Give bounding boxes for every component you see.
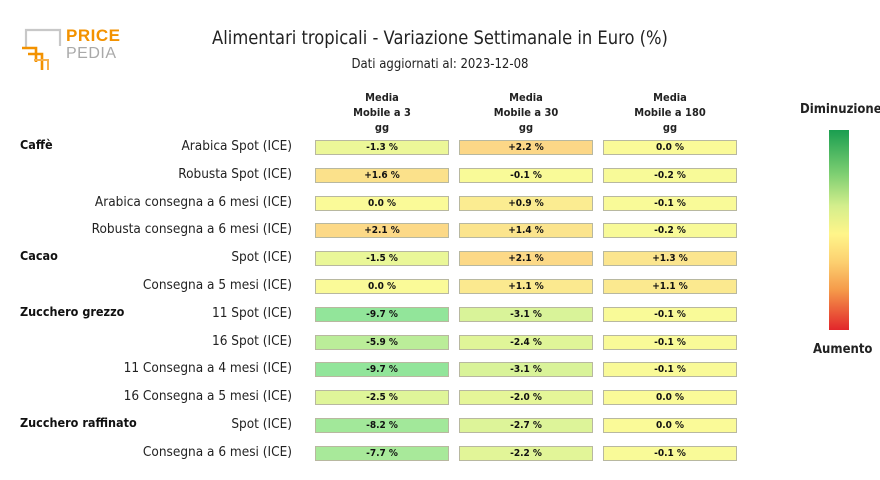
row-label: 16 Spot (ICE): [212, 332, 292, 349]
row-label: 11 Spot (ICE): [212, 304, 292, 321]
group-label: Cacao: [20, 248, 58, 264]
heat-cell: -0.1 %: [603, 362, 737, 378]
row-label: Robusta Spot (ICE): [178, 165, 292, 182]
chart-subtitle: Dati aggiornati al: 2023-12-08: [351, 57, 529, 72]
heat-cell: -7.7 %: [315, 445, 449, 461]
heat-cell: -9.7 %: [315, 306, 449, 322]
logo-line2: PEDIA: [66, 45, 117, 62]
pricepedia-logo: PRICE PEDIA: [20, 24, 130, 74]
heat-cell: -2.2 %: [459, 445, 593, 461]
heat-cell: +2.1 %: [315, 223, 449, 239]
column-header-line: Media: [365, 91, 399, 104]
heat-cell: +2.2 %: [459, 140, 593, 155]
column-header-line: Mobile a 30: [493, 106, 559, 119]
row-label: 16 Consegna a 5 mesi (ICE): [123, 388, 292, 405]
legend-color-scale: [829, 130, 849, 330]
group-label: Zucchero raffinato: [20, 415, 137, 430]
heat-cell: -1.3 %: [315, 140, 449, 155]
heat-cell: -3.1 %: [459, 362, 593, 378]
row-label: Spot (ICE): [231, 249, 292, 266]
column-header-line: gg: [662, 121, 678, 134]
heat-cell: +2.1 %: [459, 251, 593, 267]
column-header-line: Mobile a 180: [634, 106, 706, 119]
logo-line1: PRICE: [66, 26, 120, 45]
heat-cell: +1.6 %: [315, 167, 449, 183]
heat-cell: -0.1 %: [603, 195, 737, 211]
legend-label-increase: Aumento: [813, 342, 873, 357]
heat-cell: -0.1 %: [459, 167, 593, 183]
column-header-line: gg: [518, 121, 534, 134]
logo-mark-icon: [22, 28, 62, 70]
heat-cell: -9.7 %: [315, 362, 449, 378]
heat-cell: +0.9 %: [459, 195, 593, 211]
heat-cell: -5.9 %: [315, 334, 449, 350]
heat-cell: -2.7 %: [459, 418, 593, 433]
heat-cell: -2.0 %: [459, 390, 593, 406]
heat-cell: +1.1 %: [459, 279, 593, 294]
heat-cell: -2.5 %: [315, 390, 449, 406]
row-label: Arabica Spot (ICE): [181, 138, 293, 154]
column-header-line: Media: [653, 91, 687, 104]
heat-cell: 0.0 %: [315, 279, 449, 294]
heat-cell: +1.4 %: [459, 223, 593, 239]
group-label: Caffè: [20, 137, 53, 152]
row-label: Arabica consegna a 6 mesi (ICE): [94, 193, 292, 210]
heat-cell: -8.2 %: [315, 418, 449, 433]
heat-cell: -1.5 %: [315, 251, 449, 267]
heat-cell: +1.3 %: [603, 251, 737, 267]
column-header-line: Media: [509, 91, 543, 104]
heat-cell: -0.2 %: [603, 167, 737, 183]
heat-cell: -2.4 %: [459, 334, 593, 350]
heat-cell: -0.2 %: [603, 223, 737, 239]
heat-cell: 0.0 %: [315, 195, 449, 211]
row-label: Spot (ICE): [231, 416, 292, 432]
legend-label-decrease: Diminuzione: [800, 102, 880, 117]
heat-cell: -0.1 %: [603, 445, 737, 461]
column-header: Media Mobile a 30 gg: [456, 90, 596, 135]
group-label: Zucchero grezzo: [20, 303, 125, 319]
heat-cell: -0.1 %: [603, 334, 737, 350]
chart-title: Alimentari tropicali - Variazione Settim…: [212, 27, 668, 49]
heat-cell: +1.1 %: [603, 279, 737, 294]
row-label: 11 Consegna a 4 mesi (ICE): [123, 360, 292, 377]
heat-cell: 0.0 %: [603, 418, 737, 433]
row-label: Robusta consegna a 6 mesi (ICE): [91, 221, 292, 238]
column-header: Media Mobile a 3 gg: [312, 90, 452, 135]
heat-cell: -0.1 %: [603, 306, 737, 322]
heat-cell: 0.0 %: [603, 140, 737, 155]
row-label: Consegna a 5 mesi (ICE): [142, 277, 292, 293]
heat-cell: 0.0 %: [603, 390, 737, 406]
column-header-line: Mobile a 3: [353, 106, 411, 119]
row-label: Consegna a 6 mesi (ICE): [142, 443, 292, 460]
column-header-line: gg: [374, 121, 390, 134]
column-header: Media Mobile a 180 gg: [600, 90, 740, 135]
heat-cell: -3.1 %: [459, 306, 593, 322]
